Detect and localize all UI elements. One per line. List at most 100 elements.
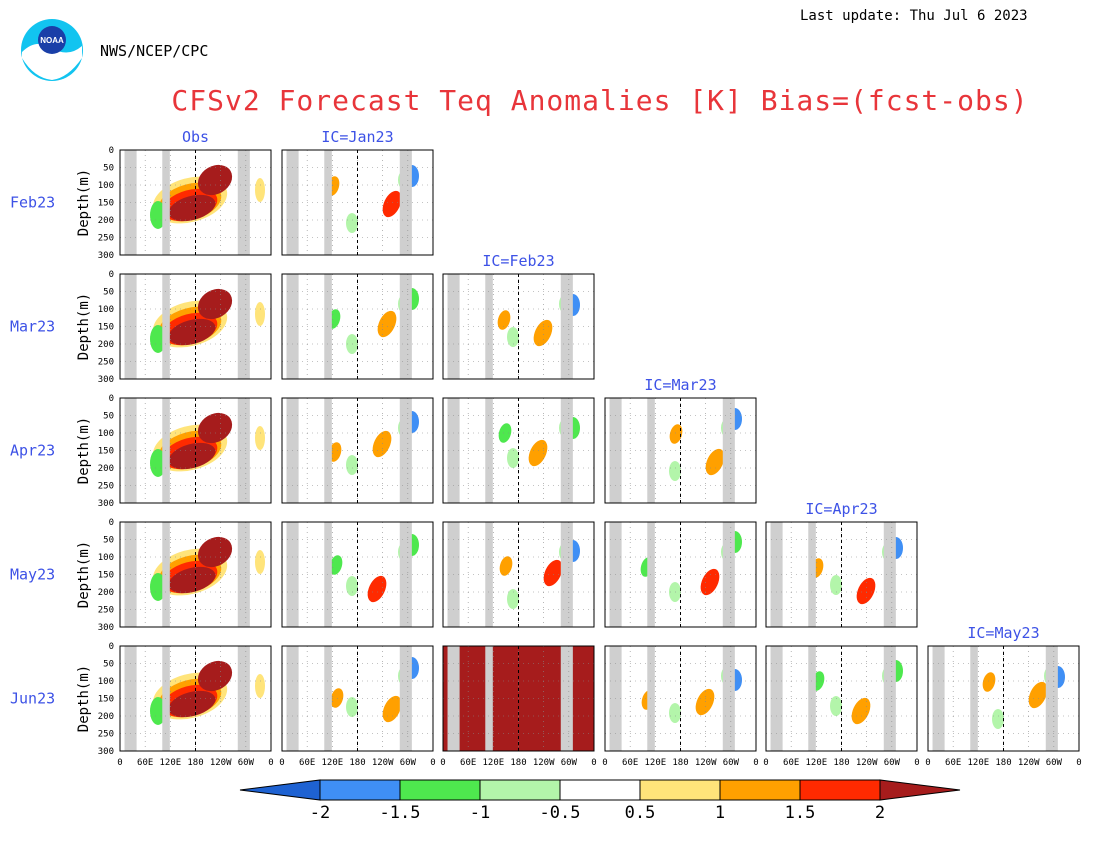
y-tick-label: 50 bbox=[103, 288, 114, 298]
colorbar-label: -1.5 bbox=[380, 803, 421, 823]
x-tick-label: 0 bbox=[268, 758, 273, 768]
colorbar-segment bbox=[719, 779, 801, 801]
x-tick-label: 120W bbox=[533, 758, 555, 768]
y-tick-label: 300 bbox=[98, 623, 114, 633]
land-mask bbox=[970, 646, 978, 751]
y-tick-label: 200 bbox=[98, 340, 114, 350]
y-tick-label: 0 bbox=[109, 642, 114, 652]
agency-name: NWS/NCEP/CPC bbox=[100, 42, 209, 60]
x-tick-label: 60E bbox=[460, 758, 476, 768]
land-mask bbox=[883, 646, 896, 751]
x-tick-label: 120W bbox=[695, 758, 717, 768]
land-mask bbox=[399, 398, 412, 503]
y-tick-label: 300 bbox=[98, 747, 114, 757]
x-tick-label: 0 bbox=[602, 758, 607, 768]
land-mask bbox=[560, 274, 573, 379]
land-mask bbox=[324, 150, 332, 255]
y-tick-label: 50 bbox=[103, 412, 114, 422]
land-mask bbox=[324, 646, 332, 751]
land-mask bbox=[324, 522, 332, 627]
y-tick-label: 250 bbox=[98, 730, 114, 740]
x-tick-label: 0 bbox=[440, 758, 445, 768]
x-tick-label: 120E bbox=[482, 758, 504, 768]
y-tick-label: 150 bbox=[98, 571, 114, 581]
colorbar-label: -2 bbox=[310, 803, 330, 823]
land-mask bbox=[808, 522, 816, 627]
colorbar-extend-low bbox=[239, 779, 321, 801]
land-mask bbox=[560, 522, 573, 627]
y-tick-label: 250 bbox=[98, 234, 114, 244]
x-tick-label: 120E bbox=[967, 758, 989, 768]
column-title: IC=Feb23 bbox=[482, 252, 554, 270]
panel-Apr23-2 bbox=[442, 397, 595, 504]
land-mask bbox=[237, 522, 250, 627]
land-mask bbox=[647, 522, 655, 627]
column-title: IC=Jan23 bbox=[321, 128, 393, 146]
row-label: Jun23 bbox=[10, 690, 55, 708]
x-tick-label: 60E bbox=[945, 758, 961, 768]
x-tick-label: 60W bbox=[1046, 758, 1063, 768]
y-tick-label: 150 bbox=[98, 199, 114, 209]
y-axis-label: Depth(m) bbox=[76, 293, 92, 360]
y-tick-label: 100 bbox=[98, 429, 114, 439]
x-tick-label: 60E bbox=[622, 758, 638, 768]
y-tick-label: 100 bbox=[98, 181, 114, 191]
panel-Mar23-0 bbox=[119, 273, 272, 380]
y-tick-label: 50 bbox=[103, 536, 114, 546]
x-tick-label: 0 bbox=[925, 758, 930, 768]
x-tick-label: 0 bbox=[1076, 758, 1081, 768]
x-tick-label: 180 bbox=[510, 758, 526, 768]
colorbar-label: -0.5 bbox=[540, 803, 581, 823]
land-mask bbox=[399, 274, 412, 379]
panel-Jun23-4 bbox=[765, 645, 918, 752]
colorbar-segment bbox=[319, 779, 401, 801]
land-mask bbox=[237, 150, 250, 255]
panel-Apr23-3 bbox=[604, 397, 757, 504]
panel-Jun23-3 bbox=[604, 645, 757, 752]
noaa-logo: NOAA bbox=[20, 18, 84, 86]
y-axis-label: Depth(m) bbox=[76, 169, 92, 236]
colorbar-label: 0.5 bbox=[625, 803, 656, 823]
land-mask bbox=[1045, 646, 1058, 751]
panel-Jun23-2 bbox=[442, 645, 595, 752]
y-tick-label: 50 bbox=[103, 164, 114, 174]
x-tick-label: 0 bbox=[914, 758, 919, 768]
x-tick-label: 180 bbox=[833, 758, 849, 768]
y-tick-label: 100 bbox=[98, 553, 114, 563]
x-tick-label: 60E bbox=[137, 758, 153, 768]
x-tick-label: 120E bbox=[644, 758, 666, 768]
colorbar-segment bbox=[799, 779, 881, 801]
x-tick-label: 180 bbox=[349, 758, 365, 768]
x-tick-label: 60W bbox=[884, 758, 901, 768]
land-mask bbox=[162, 522, 170, 627]
land-mask bbox=[162, 646, 170, 751]
y-tick-label: 150 bbox=[98, 323, 114, 333]
panel-May23-2 bbox=[442, 521, 595, 628]
x-tick-label: 120W bbox=[856, 758, 878, 768]
land-mask bbox=[162, 398, 170, 503]
x-tick-label: 180 bbox=[995, 758, 1011, 768]
x-tick-label: 60E bbox=[299, 758, 315, 768]
land-mask bbox=[647, 398, 655, 503]
land-mask bbox=[722, 646, 735, 751]
colorbar-segment bbox=[479, 779, 561, 801]
x-tick-label: 60W bbox=[561, 758, 578, 768]
x-tick-label: 0 bbox=[279, 758, 284, 768]
x-tick-label: 60W bbox=[238, 758, 255, 768]
x-tick-label: 0 bbox=[591, 758, 596, 768]
last-update: Last update: Thu Jul 6 2023 bbox=[800, 8, 1028, 24]
column-title: Obs bbox=[182, 128, 209, 146]
panel-May23-0 bbox=[119, 521, 272, 628]
y-tick-label: 200 bbox=[98, 588, 114, 598]
panel-May23-3 bbox=[604, 521, 757, 628]
y-tick-label: 150 bbox=[98, 447, 114, 457]
panel-Apr23-1 bbox=[281, 397, 434, 504]
land-mask bbox=[399, 646, 412, 751]
colorbar-label: 2 bbox=[875, 803, 885, 823]
y-tick-label: 50 bbox=[103, 660, 114, 670]
y-axis-label: Depth(m) bbox=[76, 541, 92, 608]
panel-Jun23-5 bbox=[927, 645, 1080, 752]
x-tick-label: 180 bbox=[672, 758, 688, 768]
row-label: Apr23 bbox=[10, 442, 55, 460]
